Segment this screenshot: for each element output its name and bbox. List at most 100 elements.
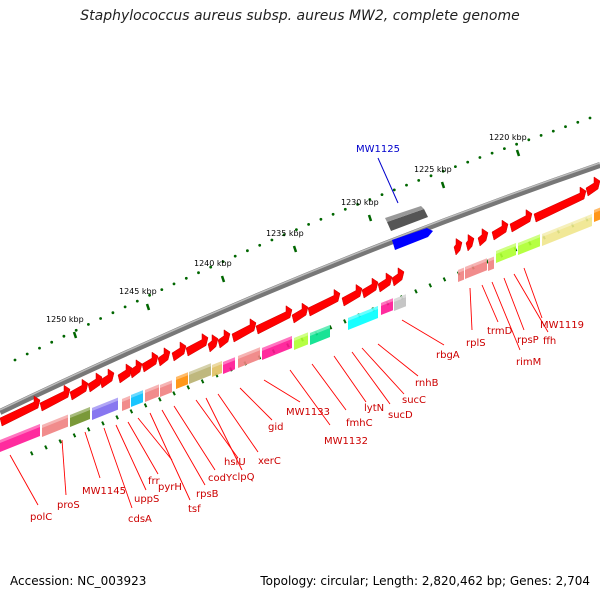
gene-label[interactable]: ffh — [543, 336, 556, 347]
gene-block[interactable] — [594, 207, 600, 222]
gene-label[interactable]: trmD — [487, 326, 513, 337]
gene-block[interactable] — [212, 361, 222, 377]
gene-block[interactable] — [42, 414, 68, 437]
scale-dot — [99, 317, 102, 320]
gene-arrow[interactable] — [361, 277, 379, 299]
gene-arrow[interactable] — [453, 238, 463, 256]
scale-dot — [50, 340, 54, 344]
gene-arrow[interactable] — [207, 334, 219, 353]
gene-label[interactable]: MW1119 — [540, 320, 584, 331]
gene-block[interactable] — [294, 332, 308, 350]
gene-block[interactable] — [348, 306, 378, 330]
gene-label[interactable]: fmhC — [346, 418, 373, 429]
gene-label[interactable]: proS — [57, 500, 80, 511]
gene-block[interactable] — [458, 267, 464, 282]
gene-leader-line — [351, 351, 391, 405]
gene-arrow[interactable] — [99, 368, 115, 389]
gene-arrow[interactable] — [255, 305, 293, 335]
gene-label[interactable]: sucD — [388, 410, 413, 421]
gene-block[interactable] — [381, 298, 393, 315]
gene-label[interactable]: pyrH — [158, 482, 182, 493]
gene-arrow[interactable] — [231, 318, 257, 343]
gene-arrow[interactable] — [69, 378, 89, 401]
gene-label[interactable]: cdsA — [128, 514, 152, 525]
gene-block[interactable] — [223, 357, 235, 374]
gene-label[interactable]: lytN — [364, 403, 384, 414]
gene-block[interactable] — [488, 256, 494, 271]
gene-label[interactable]: uppS — [134, 494, 159, 505]
gene-leader-line — [84, 431, 101, 479]
gene-leader-line — [263, 379, 301, 403]
gene-block[interactable] — [131, 390, 143, 407]
gene-label[interactable]: clpQ — [232, 472, 255, 483]
gene-block[interactable] — [310, 325, 330, 345]
gene-block[interactable] — [238, 347, 260, 368]
gene-label[interactable]: rpsB — [196, 489, 219, 500]
scale-dot — [503, 147, 506, 151]
gene-leader-line — [205, 397, 243, 471]
scale-dot — [123, 305, 127, 309]
gene-block[interactable] — [176, 372, 188, 389]
gene-arrow[interactable] — [465, 234, 475, 252]
gene-label[interactable]: gid — [268, 422, 283, 433]
gene-arrow[interactable] — [491, 219, 509, 241]
gene-block[interactable] — [160, 380, 172, 397]
gene-block[interactable] — [542, 214, 592, 246]
gene-arrow[interactable] — [39, 384, 71, 412]
gene-block[interactable] — [92, 397, 118, 420]
gene-leader-line — [311, 363, 347, 411]
gene-label[interactable]: MW1145 — [82, 486, 126, 497]
gene-leader-line — [289, 369, 331, 426]
gene-block[interactable] — [122, 395, 130, 411]
gene-block[interactable] — [518, 234, 540, 255]
gene-label[interactable]: xerC — [258, 456, 281, 467]
gene-arrow[interactable] — [391, 267, 405, 287]
gene-leader-line — [217, 393, 259, 453]
gene-arrow[interactable] — [185, 333, 209, 357]
gene-label[interactable]: frr — [148, 476, 160, 487]
gene-label[interactable]: tsf — [188, 504, 201, 515]
gene-label[interactable]: rpsP — [517, 335, 539, 346]
gene-label[interactable]: rplS — [466, 338, 486, 349]
gene-block[interactable] — [0, 424, 40, 452]
gene-label[interactable]: rimM — [516, 357, 541, 368]
scale-dot — [466, 160, 470, 164]
gene-arrow[interactable] — [477, 228, 489, 247]
gene-block[interactable] — [145, 384, 159, 402]
gene-label[interactable]: polC — [30, 512, 52, 523]
inner-dot — [143, 403, 148, 408]
gene-arrow[interactable] — [307, 288, 341, 317]
gene-arrow[interactable] — [0, 395, 41, 427]
scale-tick-label: 1220 kbp — [489, 133, 527, 142]
gene-arrow[interactable] — [291, 302, 309, 324]
gene-leader-line — [115, 424, 147, 491]
gene-arrow[interactable] — [171, 341, 187, 362]
gene-label[interactable]: MW1133 — [286, 407, 330, 418]
gene-arrow[interactable] — [377, 272, 393, 293]
gene-arrow[interactable] — [585, 176, 600, 197]
scale-dot — [515, 142, 518, 146]
gene-arrow[interactable] — [117, 363, 133, 384]
gene-arrow[interactable] — [217, 329, 231, 349]
gene-label[interactable]: sucC — [402, 395, 426, 406]
gene-arrow[interactable] — [509, 209, 533, 233]
gene-arrow[interactable] — [129, 359, 143, 379]
gene-leader-line — [61, 439, 67, 496]
gene-label[interactable]: codY — [208, 473, 233, 484]
gene-arrow[interactable] — [87, 372, 103, 393]
gene-label[interactable]: rbgA — [436, 350, 460, 361]
gene-label[interactable]: MW1132 — [324, 436, 368, 447]
gene-arrow[interactable] — [157, 347, 171, 367]
gene-block[interactable] — [465, 258, 487, 279]
gene-block[interactable] — [262, 336, 292, 360]
gene-arrow[interactable] — [141, 351, 159, 373]
highlight-feature[interactable]: MW1125 — [356, 144, 433, 250]
gene-arrow[interactable] — [533, 186, 587, 223]
gene-block[interactable] — [394, 294, 406, 311]
gene-label[interactable]: rnhB — [415, 378, 439, 389]
gene-block[interactable] — [189, 363, 211, 384]
gene-arrow[interactable] — [341, 283, 363, 307]
gene-label[interactable]: hslU — [224, 457, 246, 468]
gene-block[interactable] — [496, 243, 516, 263]
gene-block[interactable] — [70, 407, 90, 427]
